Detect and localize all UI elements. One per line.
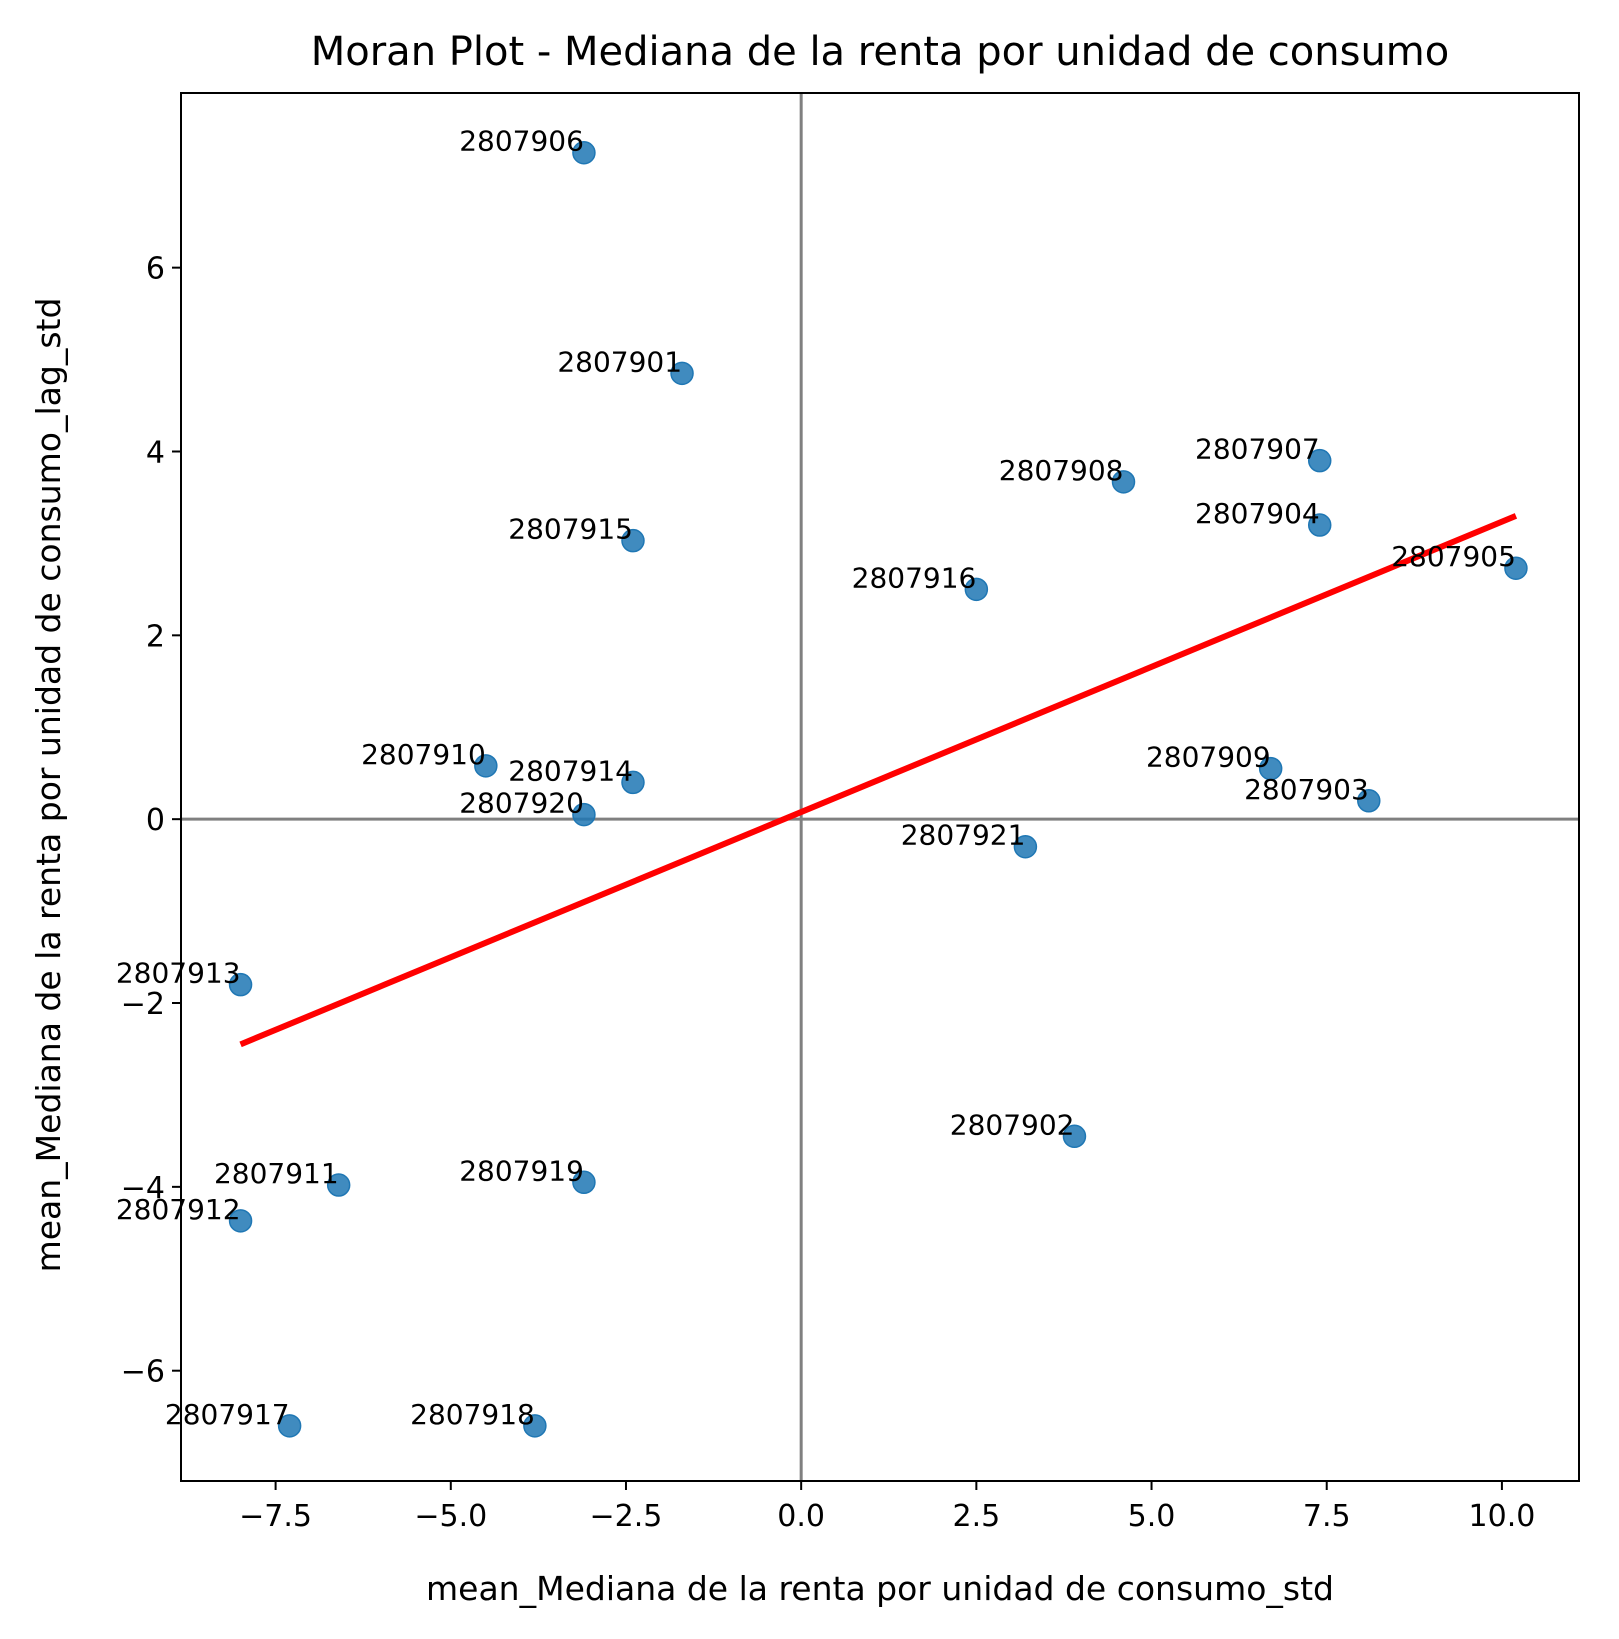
y-tick-label: −2 [121, 987, 165, 1022]
x-tick-label: −5.0 [414, 1499, 487, 1534]
y-tick-label: −6 [121, 1355, 165, 1390]
y-tick-label: 4 [146, 435, 165, 470]
y-tick-label: 2 [146, 619, 165, 654]
data-point [670, 361, 694, 386]
point-label: 2807902 [950, 1108, 1075, 1141]
point-label: 2807905 [1391, 540, 1516, 573]
point-label: 2807908 [999, 454, 1124, 487]
point-label: 2807910 [361, 738, 486, 771]
y-tick-label: 6 [146, 252, 165, 287]
data-point [1504, 556, 1528, 580]
point-label: 2807914 [508, 754, 633, 787]
data-point [277, 1414, 302, 1438]
data-point [572, 1170, 596, 1195]
data-point [572, 802, 596, 827]
x-tick-label: 0.0 [777, 1499, 825, 1534]
point-label: 2807919 [459, 1154, 584, 1187]
data-point [1307, 448, 1332, 473]
plot-frame [180, 92, 1580, 1482]
x-tick-label: 10.0 [1469, 1499, 1536, 1534]
data-point [1111, 470, 1136, 494]
x-tick-label: −7.5 [239, 1499, 312, 1534]
point-label: 2807904 [1195, 497, 1320, 530]
data-point [1307, 513, 1332, 537]
point-label: 2807909 [1146, 741, 1271, 774]
y-tick-label: 0 [146, 803, 165, 838]
data-point [474, 754, 498, 778]
data-point [523, 1414, 547, 1438]
x-tick-label: 5.0 [1128, 1499, 1176, 1534]
point-label: 2807913 [116, 957, 241, 990]
data-point [228, 1209, 253, 1233]
data-point [621, 528, 645, 553]
point-label: 2807917 [165, 1398, 290, 1431]
data-point [572, 140, 596, 165]
data-point [1258, 756, 1283, 781]
point-label: 2807906 [459, 125, 584, 158]
data-point [1013, 834, 1038, 859]
point-label: 2807921 [901, 819, 1026, 852]
chart-title: Moran Plot - Mediana de la renta por uni… [311, 29, 1449, 75]
point-label: 2807901 [557, 345, 682, 378]
data-point [621, 770, 645, 795]
data-point [964, 577, 989, 602]
data-point [1062, 1124, 1087, 1149]
point-label: 2807912 [116, 1193, 241, 1226]
x-tick-label: −2.5 [590, 1499, 663, 1534]
x-tick-label: 2.5 [952, 1499, 1000, 1534]
y-axis-label: mean_Mediana de la renta por unidad de c… [29, 298, 68, 1273]
point-label: 2807916 [852, 561, 977, 594]
x-axis-label: mean_Mediana de la renta por unidad de c… [426, 1569, 1334, 1608]
data-point [228, 972, 253, 997]
point-label: 2807915 [508, 513, 633, 546]
y-tick-label: −4 [121, 1171, 165, 1206]
x-tick-label: 7.5 [1303, 1499, 1351, 1534]
point-label: 2807907 [1195, 433, 1320, 466]
point-label: 2807903 [1244, 773, 1369, 806]
data-point [1357, 789, 1381, 813]
point-label: 2807918 [410, 1398, 535, 1431]
plot-area: 2807906280790128079152807910280791428079… [116, 92, 1580, 1534]
data-point [326, 1173, 351, 1197]
point-label: 2807911 [214, 1157, 339, 1190]
point-label: 2807920 [459, 787, 584, 820]
regression-line [239, 513, 1518, 1048]
